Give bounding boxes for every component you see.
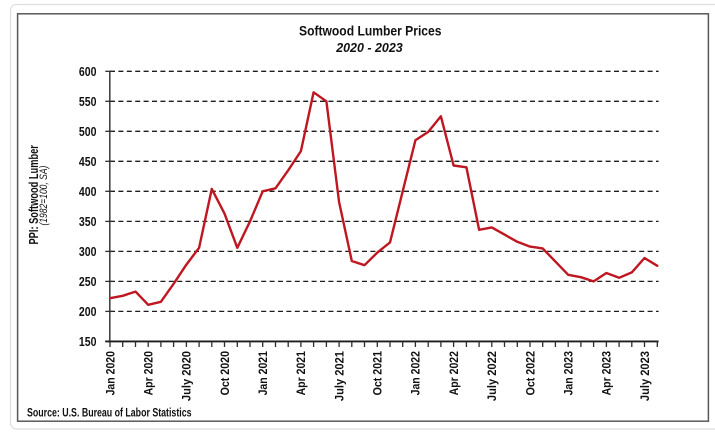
svg-text:300: 300 [79, 245, 97, 259]
svg-text:Jan 2023: Jan 2023 [562, 351, 576, 396]
svg-text:Apr 2020: Apr 2020 [142, 351, 156, 396]
svg-text:450: 450 [79, 155, 97, 169]
svg-text:July 2023: July 2023 [638, 351, 652, 402]
svg-text:Jan 2021: Jan 2021 [256, 351, 270, 396]
svg-text:350: 350 [79, 215, 97, 229]
svg-text:Jan 2020: Jan 2020 [103, 351, 117, 396]
svg-text:Jan 2022: Jan 2022 [409, 351, 423, 396]
svg-text:200: 200 [79, 305, 97, 319]
svg-text:600: 600 [79, 65, 97, 79]
svg-text:550: 550 [79, 95, 97, 109]
svg-text:2020 - 2023: 2020 - 2023 [335, 40, 402, 55]
svg-text:July 2022: July 2022 [485, 351, 499, 402]
svg-text:150: 150 [79, 335, 97, 349]
svg-text:PPI: Softwood Lumber: PPI: Softwood Lumber [26, 145, 41, 244]
svg-text:Apr 2021: Apr 2021 [294, 351, 308, 396]
svg-text:July 2021: July 2021 [332, 351, 346, 402]
svg-text:Oct 2022: Oct 2022 [523, 351, 537, 396]
svg-text:250: 250 [79, 275, 97, 289]
svg-text:Apr 2022: Apr 2022 [447, 351, 461, 396]
svg-text:400: 400 [79, 185, 97, 199]
svg-text:Oct 2020: Oct 2020 [218, 351, 232, 396]
svg-text:Apr 2023: Apr 2023 [600, 351, 614, 396]
svg-text:(1982=100, SA): (1982=100, SA) [38, 166, 50, 226]
svg-text:Oct 2021: Oct 2021 [371, 351, 385, 396]
svg-text:Softwood Lumber Prices: Softwood Lumber Prices [299, 22, 442, 38]
svg-text:500: 500 [79, 125, 97, 139]
svg-text:July 2020: July 2020 [180, 351, 194, 402]
svg-text:Source: U.S. Bureau of Labor S: Source: U.S. Bureau of Labor Statistics [27, 406, 192, 420]
